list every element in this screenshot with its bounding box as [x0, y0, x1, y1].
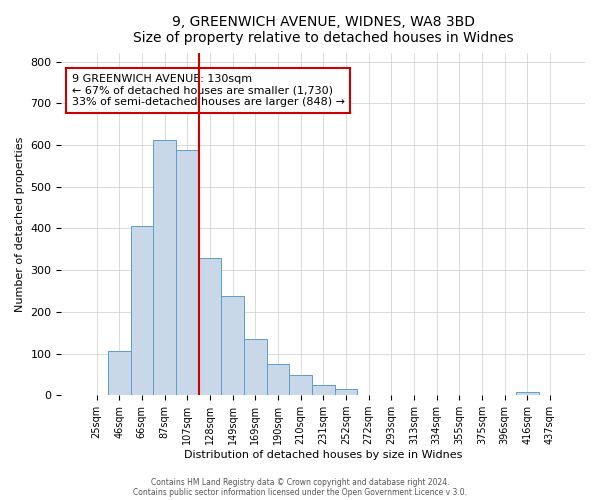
Bar	[335, 388, 357, 395]
Bar	[199, 258, 221, 395]
X-axis label: Distribution of detached houses by size in Widnes: Distribution of detached houses by size …	[184, 450, 463, 460]
Bar	[244, 339, 266, 395]
Bar	[516, 392, 539, 395]
Y-axis label: Number of detached properties: Number of detached properties	[15, 136, 25, 312]
Bar	[289, 375, 312, 395]
Text: 9 GREENWICH AVENUE: 130sqm
← 67% of detached houses are smaller (1,730)
33% of s: 9 GREENWICH AVENUE: 130sqm ← 67% of deta…	[72, 74, 345, 107]
Text: Contains HM Land Registry data © Crown copyright and database right 2024.
Contai: Contains HM Land Registry data © Crown c…	[133, 478, 467, 497]
Bar	[153, 140, 176, 395]
Bar	[266, 364, 289, 395]
Bar	[221, 296, 244, 395]
Bar	[176, 150, 199, 395]
Bar	[312, 385, 335, 395]
Title: 9, GREENWICH AVENUE, WIDNES, WA8 3BD
Size of property relative to detached house: 9, GREENWICH AVENUE, WIDNES, WA8 3BD Siz…	[133, 15, 514, 45]
Bar	[131, 226, 153, 395]
Bar	[108, 352, 131, 395]
